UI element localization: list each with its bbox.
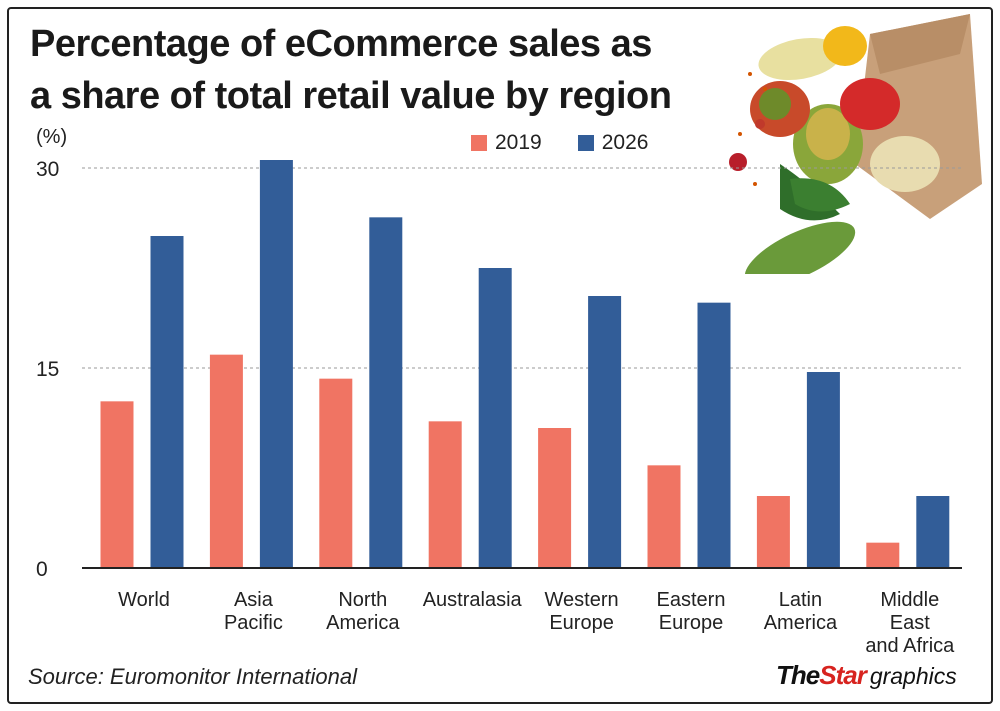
x-tick-label: Asia — [234, 589, 274, 611]
brand-logo: TheStar graphics — [776, 660, 957, 691]
x-tick-label: Europe — [549, 612, 614, 634]
bar-2026 — [259, 160, 293, 568]
bar-2026 — [369, 217, 403, 569]
y-unit-label: (%) — [36, 126, 68, 148]
title-line-2: a share of total retail value by region — [30, 75, 672, 117]
x-tick-label: America — [326, 612, 400, 634]
legend-label-2019: 2019 — [495, 131, 542, 154]
produce-bag-illustration — [729, 14, 982, 274]
bars — [100, 160, 950, 569]
bar-2019 — [100, 401, 134, 568]
legend-swatch-2019 — [471, 135, 487, 151]
bar-2026 — [588, 296, 622, 568]
x-tick-label: Europe — [659, 612, 724, 634]
brand-the: The — [776, 660, 820, 690]
title-line-1: Percentage of eCommerce sales as — [30, 23, 652, 65]
y-tick-label: 30 — [36, 158, 59, 181]
bar-2026 — [150, 236, 184, 568]
chart-title: Percentage of eCommerce sales as a share… — [30, 18, 750, 122]
y-tick-labels: 0 15 30 — [36, 158, 59, 581]
bar-2019 — [209, 354, 243, 568]
bar-2019 — [538, 428, 572, 568]
x-tick-label: America — [764, 612, 838, 634]
source-note: Source: Euromonitor International — [28, 664, 357, 689]
bar-2019 — [647, 465, 681, 568]
bar-2019 — [428, 421, 462, 568]
bar-2026 — [478, 268, 512, 568]
x-tick-label: North — [338, 589, 387, 611]
y-tick-label: 15 — [36, 358, 59, 381]
x-tick-label: Western — [545, 589, 619, 611]
x-tick-label: Middle — [880, 589, 939, 611]
bar-2019 — [866, 542, 900, 568]
bar-2026 — [697, 302, 731, 568]
gridlines — [82, 167, 962, 369]
y-tick-label: 0 — [36, 558, 48, 581]
x-tick-label: Latin — [779, 589, 822, 611]
x-tick-label: Australasia — [423, 589, 523, 611]
x-tick-label: East — [890, 612, 930, 634]
x-tick-label: World — [118, 589, 170, 611]
bar-2026 — [806, 372, 840, 568]
legend-label-2026: 2026 — [601, 131, 649, 154]
brand-star: Star — [819, 660, 867, 690]
x-tick-label: Eastern — [657, 589, 726, 611]
legend-item-2019: 2019 — [471, 131, 542, 155]
legend-item-2026: 2026 — [577, 131, 649, 155]
legend: 2019 2026 — [471, 131, 648, 155]
x-tick-label: Pacific — [224, 612, 283, 634]
bar-2026 — [916, 496, 950, 568]
brand-graphics: graphics — [869, 663, 957, 689]
legend-swatch-2026 — [577, 135, 594, 151]
bar-2019 — [756, 496, 790, 568]
bar-2019 — [319, 378, 353, 568]
x-tick-label: and Africa — [865, 635, 955, 657]
